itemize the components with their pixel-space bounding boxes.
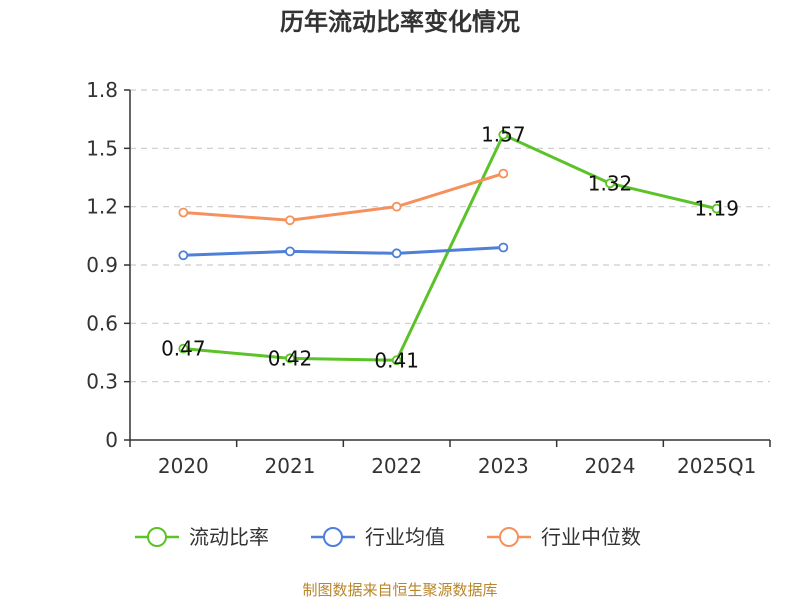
series-0-point xyxy=(711,203,722,214)
series-1-point xyxy=(178,250,189,261)
x-axis-ticks: 2020 2021 2022 2023 2024 2025Q1 xyxy=(129,440,771,478)
x-tick-label: 2023 xyxy=(478,454,529,478)
x-tick-label: 2021 xyxy=(265,454,316,478)
legend-item[interactable]: 行业中位数 xyxy=(487,525,641,549)
legend-marker-icon xyxy=(323,527,343,547)
series-0-point xyxy=(498,129,509,140)
y-tick-label: 0.6 xyxy=(86,311,118,335)
data-labels: 0.47 0.42 0.41 1.57 1.32 1.19 xyxy=(161,123,739,373)
series-2-point xyxy=(391,201,402,212)
y-tick-label: 0.3 xyxy=(86,370,118,394)
source-note: 制图数据来自恒生聚源数据库 xyxy=(302,581,497,599)
legend-item[interactable]: 行业均值 xyxy=(311,525,445,549)
legend-marker-icon xyxy=(147,527,167,547)
series-0-point xyxy=(605,178,615,189)
series-group xyxy=(178,129,722,366)
data-label: 1.57 xyxy=(481,123,526,147)
series-1-line xyxy=(183,246,504,257)
grid-lines xyxy=(130,89,770,383)
x-tick-label: 2022 xyxy=(371,454,422,478)
y-tick-label: 0 xyxy=(105,428,118,452)
series-1-point xyxy=(391,248,402,259)
legend-label: 行业中位数 xyxy=(541,525,641,549)
data-label: 1.19 xyxy=(694,197,739,221)
chart-title: 历年流动比率变化情况 xyxy=(280,8,520,36)
series-0-line xyxy=(183,133,718,362)
series-2-point xyxy=(498,168,509,179)
y-tick-label: 0.9 xyxy=(86,253,118,277)
legend-label: 行业均值 xyxy=(365,525,445,549)
series-1-point xyxy=(285,246,295,257)
x-tick-label: 2024 xyxy=(585,454,636,478)
series-2-point xyxy=(178,207,189,218)
data-label: 0.47 xyxy=(161,337,206,361)
series-0-point xyxy=(178,343,189,354)
y-tick-label: 1.2 xyxy=(86,195,118,219)
legend: 流动比率 行业均值 行业中位数 xyxy=(135,525,641,549)
y-tick-label: 1.8 xyxy=(86,78,118,102)
legend-item[interactable]: 流动比率 xyxy=(135,525,269,549)
legend-marker-icon xyxy=(499,527,519,547)
x-tick-label: 2025Q1 xyxy=(677,454,756,478)
series-2-line xyxy=(183,172,504,222)
series-0-point xyxy=(391,355,402,366)
x-tick-label: 2020 xyxy=(158,454,209,478)
series-0-point xyxy=(285,353,295,364)
data-label: 0.41 xyxy=(374,348,419,372)
series-1-point xyxy=(498,242,509,253)
data-label: 1.32 xyxy=(588,171,633,195)
series-2-point xyxy=(285,215,295,226)
y-axis-ticks: 0 0.3 0.6 0.9 1.2 1.5 1.8 xyxy=(86,78,130,452)
y-tick-label: 1.5 xyxy=(86,136,118,160)
legend-label: 流动比率 xyxy=(189,525,269,549)
data-label: 0.42 xyxy=(268,346,313,370)
